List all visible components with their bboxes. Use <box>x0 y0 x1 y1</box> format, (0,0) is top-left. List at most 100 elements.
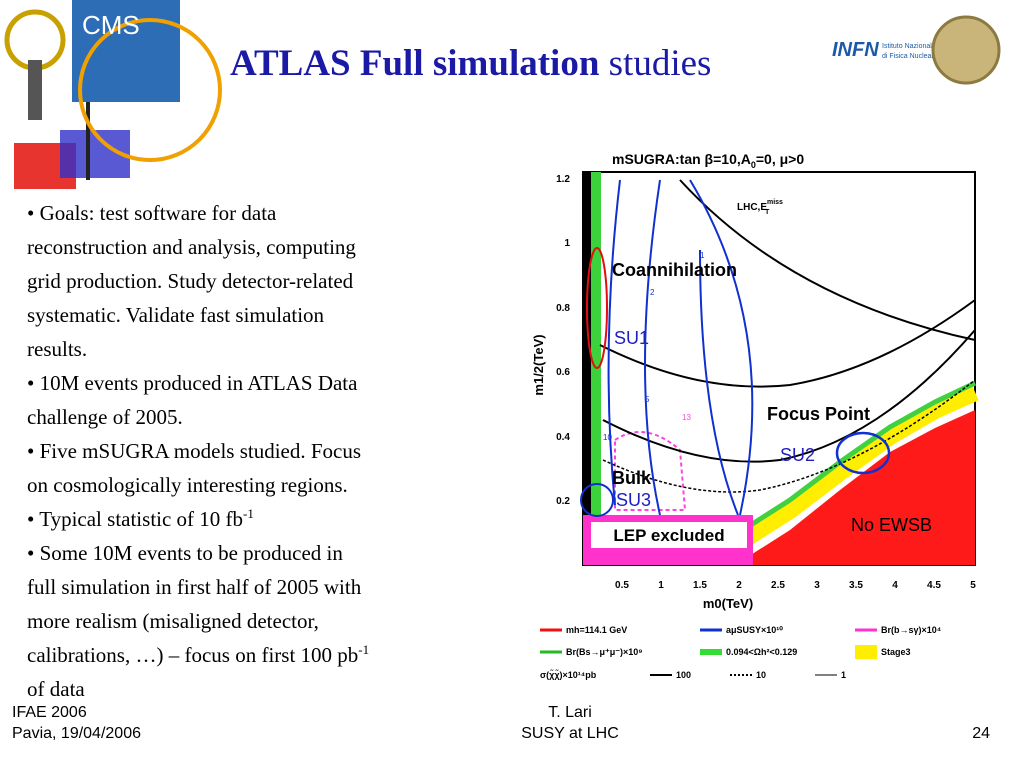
infn-line: Istituto Nazionale <box>882 43 936 50</box>
bullet-text: • 10M events produced in ATLAS Data <box>27 371 358 395</box>
bullet-text: more realism (misaligned detector, <box>27 609 319 633</box>
region-label: Coannihilation <box>612 260 737 280</box>
figure-title: mSUGRA:tan β=10,A0=0, μ>0 <box>612 151 804 170</box>
contour <box>599 299 976 388</box>
curve-label: 10 <box>603 433 612 442</box>
region-label: Bulk <box>612 468 652 488</box>
bullet-text: results. <box>27 337 88 361</box>
atlas-figure <box>28 60 42 120</box>
title: ATLAS Full simulation studies <box>230 42 711 85</box>
y-ticks: 1.2 1 0.8 0.6 0.4 0.2 <box>556 174 570 507</box>
legend: mh=114.1 GeV aμSUSY×10¹⁰ Br(b→sγ)×10⁴ Br… <box>540 625 941 680</box>
footer-text: IFAE 2006 <box>12 704 87 721</box>
bullet-text: • Goals: test software for data <box>27 201 277 225</box>
cms-text: CMS <box>82 10 140 40</box>
bullet-text: full simulation in first half of 2005 wi… <box>27 575 362 599</box>
lep-label-box <box>591 522 747 548</box>
contour <box>679 179 976 341</box>
title-bold: ATLAS Full simulation <box>230 43 600 84</box>
blue-curve <box>689 179 754 516</box>
x-tick-label: 2.5 <box>771 580 785 591</box>
footer-text: Pavia, 19/04/2006 <box>12 725 141 742</box>
x-tick-label: 0.5 <box>615 580 629 591</box>
bullet-line: grid production. Study detector-related <box>27 264 369 298</box>
x-tick-label: 3.5 <box>849 580 863 591</box>
legend-label: mh=114.1 GeV <box>566 625 627 635</box>
contour <box>602 379 976 493</box>
bullet-text: • Some 10M events to be produced in <box>27 541 343 565</box>
curve-label: 5 <box>645 395 650 404</box>
region-label: LEP excluded <box>613 526 724 545</box>
legend-label: σ(χ̃χ̃)×10¹⁴pb <box>540 669 597 680</box>
y-tick-label: 0.2 <box>556 496 570 507</box>
bullet-text: grid production. Study detector-related <box>27 269 354 293</box>
x-tick-label: 4 <box>892 580 898 591</box>
x-ticks: 0.5 1 1.5 2 2.5 3 3.5 4 4.5 5 <box>615 580 976 591</box>
bsg-contour <box>614 431 687 511</box>
bullet-line: more realism (misaligned detector, <box>27 604 369 638</box>
footer-text: T. Lari <box>548 704 592 721</box>
bullet-line: reconstruction and analysis, computing <box>27 230 369 264</box>
bullet-text: systematic. Validate fast simulation <box>27 303 325 327</box>
bullet-list: • Goals: test software for data reconstru… <box>27 196 369 706</box>
legend-label: 0.094<Ωh²<0.129 <box>726 647 797 657</box>
legend-label: 100 <box>676 670 691 680</box>
atlas-logo <box>4 9 66 71</box>
x-axis-label: m0(TeV) <box>703 596 753 611</box>
y-tick-label: 0.4 <box>556 432 570 443</box>
infn-line: di Fisica Nucleare <box>882 53 938 60</box>
legend-label: Br(Bs→μ⁺μ⁻)×10⁹ <box>566 647 643 657</box>
su2-marker <box>835 431 891 475</box>
blue-curve <box>644 179 661 516</box>
contour <box>602 329 976 463</box>
bullet-line: full simulation in first half of 2005 wi… <box>27 570 369 604</box>
no-ewsb-region <box>735 410 975 565</box>
x-tick-label: 3 <box>814 580 820 591</box>
su3-marker <box>580 483 614 517</box>
superscript: -1 <box>243 506 254 521</box>
model-label: SU1 <box>614 328 649 348</box>
curve-label: 2 <box>650 288 655 297</box>
bullet-line: calibrations, …) – focus on first 100 pb… <box>27 638 369 672</box>
green-band <box>733 380 977 538</box>
page-number: 24 <box>972 725 990 742</box>
y-tick-label: 1 <box>564 238 570 249</box>
y-axis-label: m1/2(TeV) <box>531 334 546 395</box>
bullet-text: of data <box>27 677 85 701</box>
bullet-text: challenge of 2005. <box>27 405 183 429</box>
blue-curve <box>699 249 739 516</box>
superscript: -1 <box>358 642 370 657</box>
region-label: No EWSB <box>851 515 932 535</box>
model-label: SU2 <box>780 445 815 465</box>
bullet-text: • Typical statistic of 10 fb <box>27 507 244 531</box>
bullet-text: reconstruction and analysis, computing <box>27 235 356 259</box>
model-label: SU3 <box>616 490 651 510</box>
x-tick-label: 1 <box>658 580 664 591</box>
cms-arc <box>78 18 222 162</box>
title-rest: studies <box>608 43 712 84</box>
blue-curve <box>607 179 621 506</box>
footer-text: SUSY at LHC <box>521 725 619 742</box>
figure: mSUGRA:tan β=10,A0=0, μ>0 1 2 5 10 1 3 LH… <box>520 145 1005 690</box>
bar <box>86 100 90 180</box>
bullet-text: calibrations, …) – focus on first 100 pb <box>27 643 359 667</box>
y-tick-label: 0.8 <box>556 303 570 314</box>
region-label: Focus Point <box>767 404 870 424</box>
x-tick-label: 4.5 <box>927 580 941 591</box>
lhc-label: LHC,Emiss T <box>737 199 783 216</box>
curve-label: 1 <box>700 251 705 260</box>
footer-left: IFAE 2006 Pavia, 19/04/2006 <box>12 702 141 744</box>
bullet-line: • Five mSUGRA models studied. Focus <box>27 434 369 468</box>
su1-marker <box>586 247 608 369</box>
legend-label: 1 <box>841 670 846 680</box>
y-tick-label: 1.2 <box>556 174 570 185</box>
legend-label: aμSUSY×10¹⁰ <box>726 625 783 635</box>
footer-center: T. Lari SUSY at LHC <box>500 702 640 744</box>
bullet-line: • Some 10M events to be produced in <box>27 536 369 570</box>
yellow-band <box>730 383 979 553</box>
y-tick-label: 0.6 <box>556 367 570 378</box>
bullet-text: • Five mSUGRA models studied. Focus <box>27 439 362 463</box>
bullet-line: results. <box>27 332 369 366</box>
